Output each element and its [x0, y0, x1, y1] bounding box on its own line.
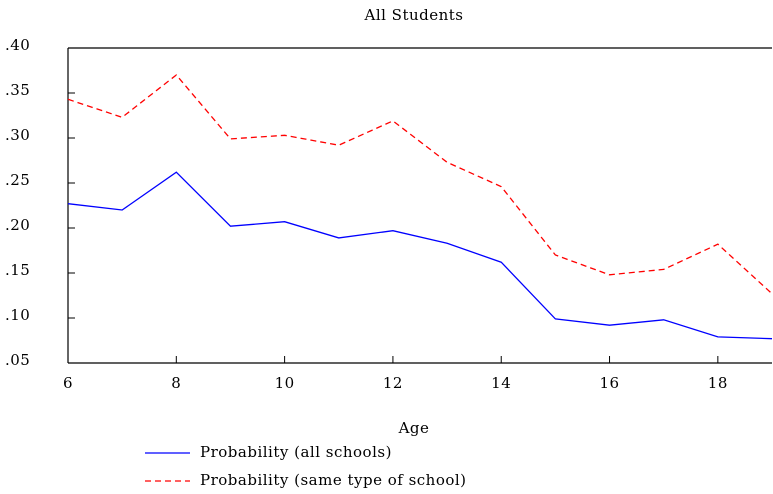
x-tick-label: 18: [708, 374, 728, 392]
y-tick-label: .35: [5, 81, 30, 99]
x-tick-label: 14: [491, 374, 511, 392]
y-tick-label: .05: [5, 351, 30, 369]
x-tick-label: 12: [383, 374, 403, 392]
series-line: [67, 74, 773, 295]
x-tick-label: 10: [275, 374, 295, 392]
y-tick-label: .25: [5, 171, 30, 189]
x-tick-label: 6: [63, 374, 73, 392]
y-tick-label: .20: [5, 216, 30, 234]
y-tick-label: .15: [5, 261, 30, 279]
x-tick-label: 8: [171, 374, 181, 392]
legend-label: Probability (same type of school): [200, 471, 467, 489]
y-tick-label: .40: [5, 36, 30, 54]
x-tick-label: 16: [599, 374, 619, 392]
chart-title: All Students: [363, 6, 463, 24]
series-line: [67, 171, 773, 340]
y-tick-label: .10: [5, 306, 30, 324]
legend-label: Probability (all schools): [200, 443, 392, 461]
y-tick-label: .30: [5, 126, 30, 144]
x-axis-label: Age: [398, 419, 430, 437]
